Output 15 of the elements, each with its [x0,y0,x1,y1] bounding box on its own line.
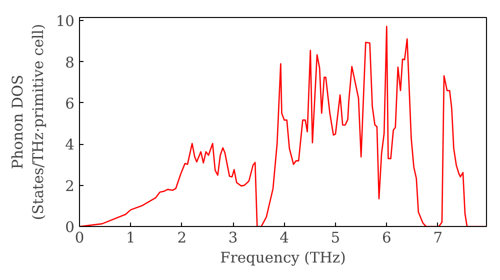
y-tick-label: 0 [65,219,75,236]
x-tick-label: 4 [280,230,289,246]
y-tick-label: 6 [65,95,75,112]
y-tick-label: 2 [65,178,75,195]
x-tick-label: 3 [228,230,238,246]
x-tick-label: 6 [382,230,392,246]
y-tick-label: 10 [56,13,75,30]
x-tick-label: 2 [177,230,187,246]
y-axis-title: Phonon DOS (States/THz·primitive cell) [9,24,47,220]
x-axis-title: Frequency (THz) [220,250,346,266]
y-tick-label: 8 [65,54,75,72]
x-tick-label: 7 [433,230,443,246]
x-tick-label: 5 [330,230,340,246]
x-tick-label: 1 [126,230,136,246]
y-tick-label: 4 [65,136,75,154]
